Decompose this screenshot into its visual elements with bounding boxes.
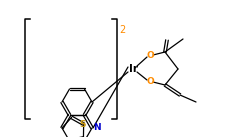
Text: O: O [146, 51, 154, 59]
Text: 2: 2 [119, 25, 125, 35]
Text: O: O [146, 78, 154, 86]
Text: S: S [79, 120, 86, 129]
Text: N: N [93, 123, 101, 132]
Text: Ir: Ir [128, 64, 137, 74]
